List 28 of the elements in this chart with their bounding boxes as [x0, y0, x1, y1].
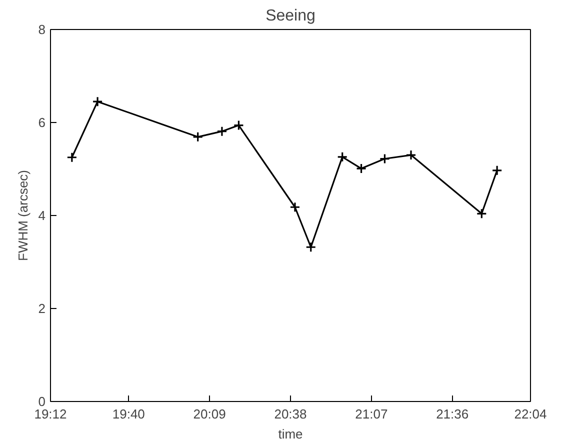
y-tick-label: 6	[38, 115, 46, 130]
point	[356, 163, 367, 174]
point	[306, 242, 316, 252]
point	[233, 120, 244, 131]
x-tick-label: 20:09	[193, 406, 226, 422]
x-tick-label: 20:38	[274, 406, 307, 422]
x-tick-label: 19:12	[34, 406, 67, 422]
x-tick-label: 21:36	[436, 406, 469, 422]
x-tick-label: 21:07	[355, 406, 388, 422]
point	[476, 208, 487, 219]
point	[216, 126, 228, 137]
y-tick-label: 8	[38, 22, 46, 37]
point	[337, 152, 348, 162]
y-axis-title: FWHM (arcsec)	[15, 170, 30, 261]
x-tick-label: 22:04	[514, 406, 547, 422]
chart-title: Seeing	[266, 8, 316, 24]
y-tick-label: 2	[38, 301, 46, 316]
point	[66, 152, 78, 163]
y-tick-label: 4	[38, 208, 46, 223]
y-tick-label: 0	[38, 394, 46, 409]
point	[92, 96, 103, 107]
point	[406, 150, 416, 160]
x-axis-title: time	[278, 426, 303, 442]
point	[290, 202, 300, 212]
point	[379, 153, 390, 164]
point	[192, 132, 204, 142]
point	[492, 165, 502, 176]
x-tick-label: 19:40	[112, 406, 145, 422]
